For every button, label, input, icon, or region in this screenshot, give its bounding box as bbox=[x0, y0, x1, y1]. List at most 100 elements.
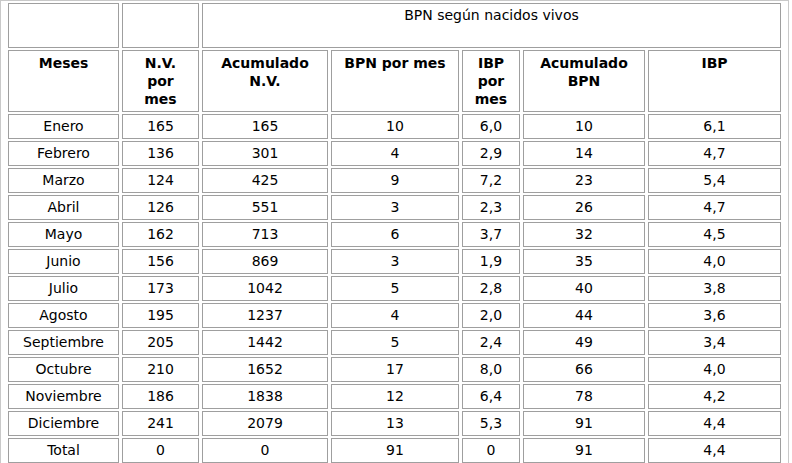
row-label-cell: Abril bbox=[8, 195, 119, 220]
table-cell: 6,4 bbox=[462, 384, 520, 409]
table-cell: 4,4 bbox=[648, 438, 781, 463]
table-cell: 2,9 bbox=[462, 141, 520, 166]
table-cell: 35 bbox=[523, 249, 645, 274]
table-cell: 17 bbox=[331, 357, 459, 382]
table-row: Diciembre2412079135,3914,4 bbox=[8, 411, 781, 436]
table-cell: 425 bbox=[202, 168, 328, 193]
table-cell: 26 bbox=[523, 195, 645, 220]
table-cell: 1652 bbox=[202, 357, 328, 382]
table-cell: 205 bbox=[122, 330, 199, 355]
table-cell: 4,0 bbox=[648, 249, 781, 274]
table-cell: 156 bbox=[122, 249, 199, 274]
table-cell: 9 bbox=[331, 168, 459, 193]
table-cell: 23 bbox=[523, 168, 645, 193]
column-header-meses: Meses bbox=[8, 50, 119, 112]
table-cell: 10 bbox=[523, 114, 645, 139]
table-cell: 124 bbox=[122, 168, 199, 193]
table-cell: 32 bbox=[523, 222, 645, 247]
column-header-ibp: IBP bbox=[648, 50, 781, 112]
table-cell: 136 bbox=[122, 141, 199, 166]
table-cell: 6 bbox=[331, 222, 459, 247]
table-cell: 4,4 bbox=[648, 411, 781, 436]
table-cell: 2,0 bbox=[462, 303, 520, 328]
table-cell: 2079 bbox=[202, 411, 328, 436]
table-cell: 2,4 bbox=[462, 330, 520, 355]
table-cell: 6,1 bbox=[648, 114, 781, 139]
table-cell: 0 bbox=[202, 438, 328, 463]
table-cell: 7,2 bbox=[462, 168, 520, 193]
table-cell: 14 bbox=[523, 141, 645, 166]
table-cell: 8,0 bbox=[462, 357, 520, 382]
row-label-cell: Marzo bbox=[8, 168, 119, 193]
table-row: Mayo16271363,7324,5 bbox=[8, 222, 781, 247]
table-cell: 4,0 bbox=[648, 357, 781, 382]
table-cell: 13 bbox=[331, 411, 459, 436]
table-cell: 1,9 bbox=[462, 249, 520, 274]
table-cell: 91 bbox=[523, 411, 645, 436]
table-cell: 551 bbox=[202, 195, 328, 220]
table-cell: 186 bbox=[122, 384, 199, 409]
table-cell: 3,6 bbox=[648, 303, 781, 328]
table-cell: 44 bbox=[523, 303, 645, 328]
table-cell: 4,7 bbox=[648, 141, 781, 166]
table-cell: 3 bbox=[331, 249, 459, 274]
table-cell: 3 bbox=[331, 195, 459, 220]
table-cell: 10 bbox=[331, 114, 459, 139]
table-cell: 126 bbox=[122, 195, 199, 220]
table-cell: 165 bbox=[122, 114, 199, 139]
row-label-cell: Septiembre bbox=[8, 330, 119, 355]
table-cell: 241 bbox=[122, 411, 199, 436]
table-row: Agosto195123742,0443,6 bbox=[8, 303, 781, 328]
table-cell: 49 bbox=[523, 330, 645, 355]
table-row: Julio173104252,8403,8 bbox=[8, 276, 781, 301]
table-cell: 2,3 bbox=[462, 195, 520, 220]
row-label-cell: Diciembre bbox=[8, 411, 119, 436]
table-cell: 713 bbox=[202, 222, 328, 247]
table-title-row: BPN según nacidos vivos bbox=[8, 3, 781, 48]
empty-cell bbox=[8, 3, 119, 48]
table-cell: 4,2 bbox=[648, 384, 781, 409]
table-cell: 4,5 bbox=[648, 222, 781, 247]
table-cell: 0 bbox=[462, 438, 520, 463]
table-cell: 3,8 bbox=[648, 276, 781, 301]
table-header-row: Meses N.V. por mes Acumulado N.V. BPN po… bbox=[8, 50, 781, 112]
table-row: Abril12655132,3264,7 bbox=[8, 195, 781, 220]
table-row: Total00910914,4 bbox=[8, 438, 781, 463]
table-cell: 1838 bbox=[202, 384, 328, 409]
table-cell: 869 bbox=[202, 249, 328, 274]
row-label-cell: Julio bbox=[8, 276, 119, 301]
table-cell: 1042 bbox=[202, 276, 328, 301]
table-row: Febrero13630142,9144,7 bbox=[8, 141, 781, 166]
table-cell: 91 bbox=[331, 438, 459, 463]
table-cell: 3,7 bbox=[462, 222, 520, 247]
table-row: Enero165165106,0106,1 bbox=[8, 114, 781, 139]
table-cell: 4 bbox=[331, 303, 459, 328]
table-cell: 5 bbox=[331, 330, 459, 355]
column-header-ibp-por-mes: IBP por mes bbox=[462, 50, 520, 112]
table-cell: 6,0 bbox=[462, 114, 520, 139]
row-label-cell: Junio bbox=[8, 249, 119, 274]
table-cell: 66 bbox=[523, 357, 645, 382]
table-cell: 1442 bbox=[202, 330, 328, 355]
row-label-cell: Octubre bbox=[8, 357, 119, 382]
row-label-cell: Total bbox=[8, 438, 119, 463]
column-header-acumulado-bpn: Acumulado BPN bbox=[523, 50, 645, 112]
row-label-cell: Agosto bbox=[8, 303, 119, 328]
table-row: Junio15686931,9354,0 bbox=[8, 249, 781, 274]
table-cell: 4,7 bbox=[648, 195, 781, 220]
table-cell: 5,3 bbox=[462, 411, 520, 436]
table-row: Octubre2101652178,0664,0 bbox=[8, 357, 781, 382]
table-row: Septiembre205144252,4493,4 bbox=[8, 330, 781, 355]
bpn-data-table: BPN según nacidos vivos Meses N.V. por m… bbox=[0, 0, 789, 463]
table-cell: 165 bbox=[202, 114, 328, 139]
table-cell: 173 bbox=[122, 276, 199, 301]
table-cell: 1237 bbox=[202, 303, 328, 328]
table-title: BPN según nacidos vivos bbox=[202, 3, 781, 48]
table-cell: 91 bbox=[523, 438, 645, 463]
table-row: Marzo12442597,2235,4 bbox=[8, 168, 781, 193]
table-cell: 5 bbox=[331, 276, 459, 301]
table-cell: 2,8 bbox=[462, 276, 520, 301]
table-body: Enero165165106,0106,1Febrero13630142,914… bbox=[8, 114, 781, 463]
table-cell: 12 bbox=[331, 384, 459, 409]
table-cell: 3,4 bbox=[648, 330, 781, 355]
